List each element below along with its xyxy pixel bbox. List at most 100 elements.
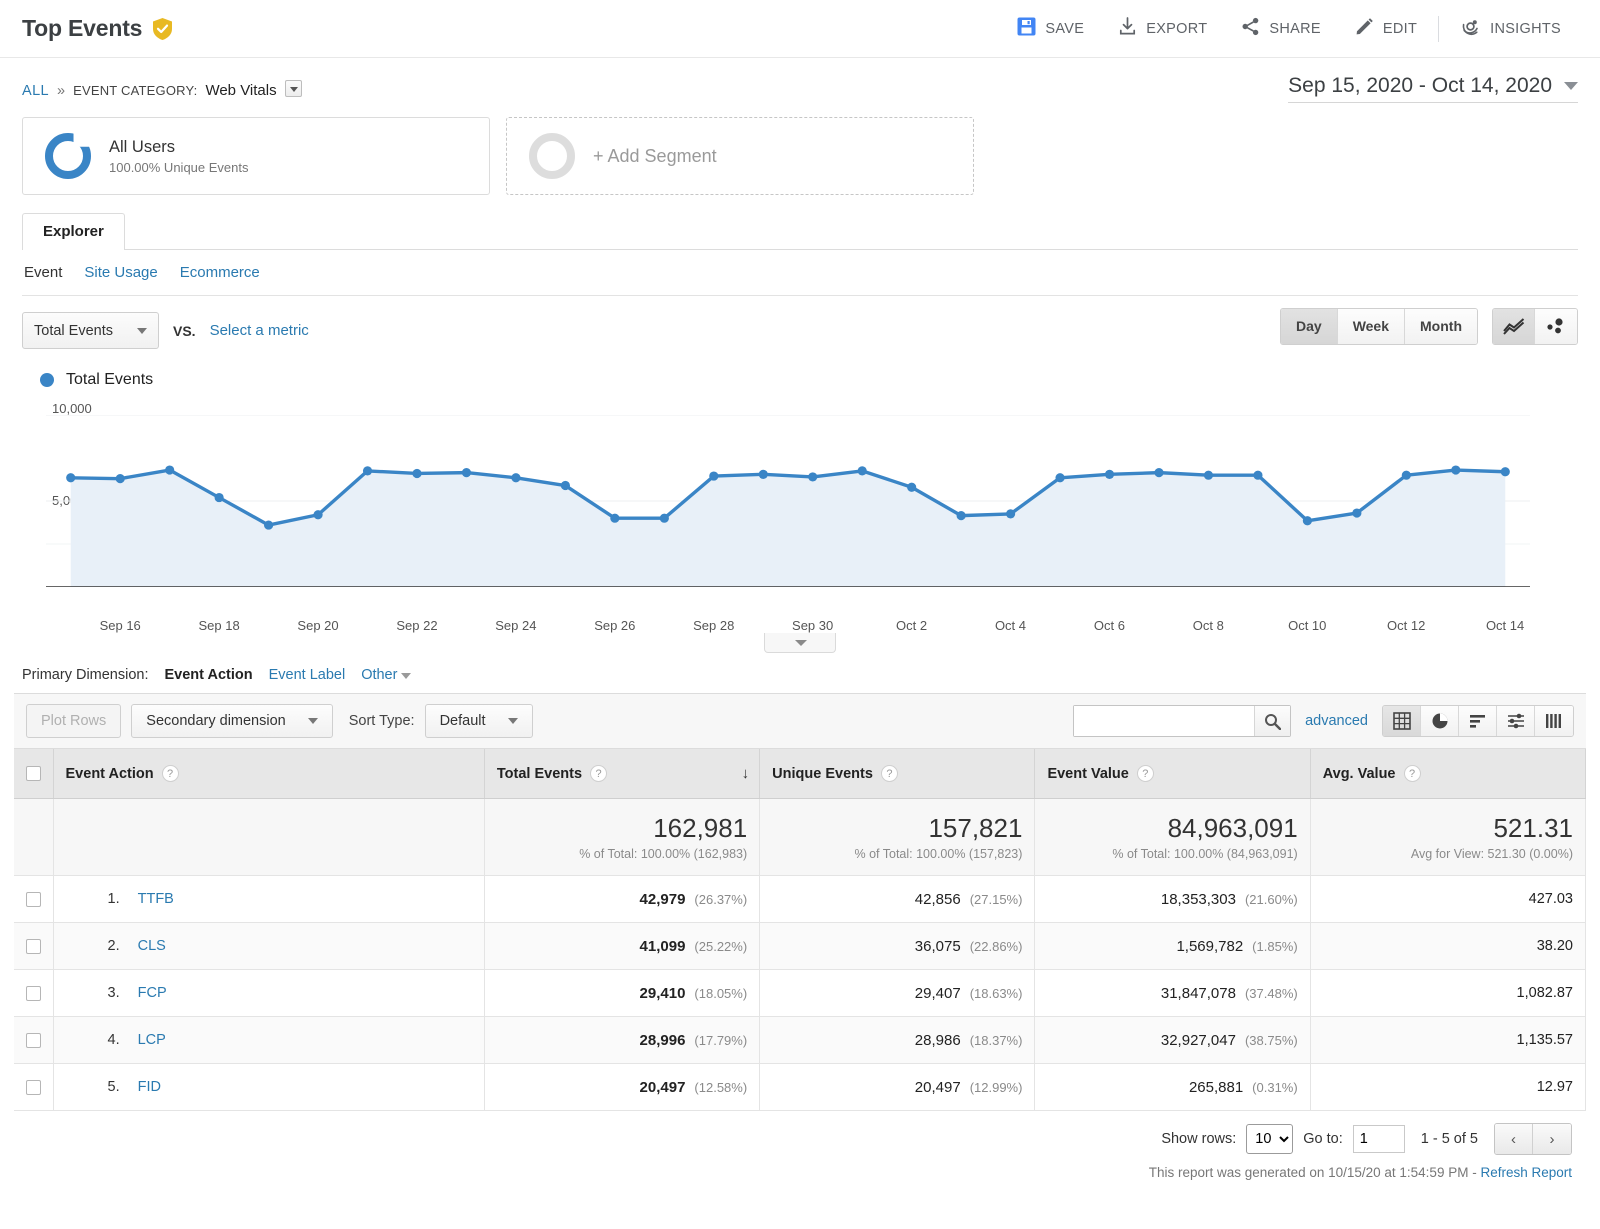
- metric-value: 31,847,078: [1160, 984, 1236, 1002]
- date-range-picker[interactable]: Sep 15, 2020 - Oct 14, 2020: [1288, 74, 1578, 103]
- row-event-action-link[interactable]: TTFB: [137, 891, 174, 907]
- export-button[interactable]: EXPORT: [1101, 9, 1224, 49]
- granularity-day[interactable]: Day: [1281, 309, 1338, 344]
- row-event-action-link[interactable]: FID: [137, 1079, 161, 1095]
- row-checkbox[interactable]: [26, 1032, 41, 1048]
- chart-data-point[interactable]: [115, 474, 125, 484]
- chart-data-point[interactable]: [808, 472, 818, 482]
- line-chart-icon[interactable]: [1493, 309, 1535, 344]
- row-event-action-link[interactable]: LCP: [137, 1032, 166, 1048]
- help-icon[interactable]: ?: [1403, 765, 1421, 782]
- table-toolbar-left: Plot Rows Secondary dimension Sort Type:…: [26, 704, 533, 738]
- comparison-view-icon[interactable]: [1497, 706, 1535, 736]
- tab-event[interactable]: Event: [24, 264, 63, 281]
- row-checkbox-cell: [14, 969, 54, 1017]
- chart-data-point[interactable]: [1006, 509, 1016, 519]
- chart-data-point[interactable]: [1352, 508, 1362, 518]
- chart-data-point[interactable]: [1401, 470, 1411, 480]
- primary-dimension-event-label[interactable]: Event Label: [268, 667, 346, 683]
- prev-page-button[interactable]: ‹: [1495, 1124, 1533, 1154]
- help-icon[interactable]: ?: [880, 765, 898, 782]
- chart-data-point[interactable]: [412, 468, 422, 479]
- column-event-value[interactable]: Event Value?: [1034, 749, 1311, 799]
- column-total-events[interactable]: Total Events? ↓: [484, 749, 761, 799]
- total-events-line-chart[interactable]: [46, 415, 1530, 587]
- help-icon[interactable]: ?: [161, 765, 179, 782]
- chart-data-point[interactable]: [709, 471, 719, 481]
- row-event-action-link[interactable]: FCP: [137, 985, 167, 1001]
- metric-select[interactable]: Total Events: [22, 312, 159, 349]
- column-unique-events[interactable]: Unique Events?: [759, 749, 1036, 799]
- chart-data-point[interactable]: [1203, 470, 1214, 480]
- row-checkbox[interactable]: [26, 985, 41, 1001]
- granularity-week[interactable]: Week: [1337, 309, 1406, 344]
- chart-data-point[interactable]: [362, 466, 373, 476]
- chart-data-point[interactable]: [907, 482, 917, 492]
- breadcrumb-all-link[interactable]: ALL: [22, 83, 49, 99]
- bar-view-icon[interactable]: [1459, 706, 1497, 736]
- edit-button[interactable]: EDIT: [1338, 9, 1434, 49]
- chart-data-point[interactable]: [1500, 467, 1510, 477]
- sort-type-select[interactable]: Default: [424, 704, 533, 738]
- chart-data-point[interactable]: [1253, 470, 1263, 480]
- chart-data-point[interactable]: [66, 473, 76, 483]
- pivot-view-icon[interactable]: [1535, 706, 1573, 736]
- chart-data-point[interactable]: [313, 510, 323, 520]
- granularity-month[interactable]: Month: [1405, 309, 1477, 344]
- chart-data-point[interactable]: [511, 473, 521, 483]
- secondary-dimension-select[interactable]: Secondary dimension: [131, 704, 333, 738]
- primary-dimension-event-action[interactable]: Event Action: [164, 667, 253, 683]
- column-event-action[interactable]: Event Action?: [53, 749, 485, 799]
- next-page-button[interactable]: ›: [1533, 1124, 1571, 1154]
- table-view-icon[interactable]: [1383, 706, 1421, 736]
- select-all-checkbox[interactable]: [26, 766, 41, 781]
- chart-data-point[interactable]: [1154, 468, 1164, 478]
- row-event-action-link[interactable]: CLS: [137, 938, 166, 954]
- chart-data-point[interactable]: [1302, 516, 1312, 526]
- search-icon[interactable]: [1254, 706, 1291, 736]
- refresh-report-link[interactable]: Refresh Report: [1480, 1165, 1572, 1180]
- chart-data-point[interactable]: [1451, 465, 1461, 475]
- chart-data-point[interactable]: [165, 465, 175, 475]
- insights-button[interactable]: INSIGHTS: [1443, 9, 1578, 49]
- row-checkbox[interactable]: [26, 1079, 41, 1095]
- chart-data-point[interactable]: [560, 480, 571, 491]
- tab-site-usage[interactable]: Site Usage: [84, 264, 158, 281]
- chart-data-point[interactable]: [610, 513, 620, 523]
- pie-view-icon[interactable]: [1421, 706, 1459, 736]
- plot-rows-button[interactable]: Plot Rows: [26, 704, 122, 738]
- chart-data-point[interactable]: [1055, 473, 1065, 483]
- chart-data-point[interactable]: [214, 492, 224, 503]
- row-checkbox[interactable]: [26, 891, 41, 907]
- add-segment-button[interactable]: + Add Segment: [506, 117, 974, 195]
- select-a-metric-link[interactable]: Select a metric: [209, 322, 309, 339]
- metric-value: 265,881: [1188, 1078, 1244, 1096]
- advanced-link[interactable]: advanced: [1305, 713, 1368, 729]
- scatter-chart-icon[interactable]: [1535, 309, 1577, 344]
- row-checkbox[interactable]: [26, 938, 41, 954]
- metric-percent: (18.05%): [694, 985, 748, 1001]
- row-avg-value: 38.20: [1310, 922, 1587, 970]
- chart-data-point[interactable]: [264, 520, 274, 530]
- column-avg-value[interactable]: Avg. Value?: [1310, 749, 1587, 799]
- share-button[interactable]: SHARE: [1224, 9, 1337, 49]
- tab-explorer[interactable]: Explorer: [22, 213, 125, 250]
- help-icon[interactable]: ?: [590, 765, 608, 782]
- chart-expander-handle[interactable]: [764, 633, 836, 653]
- help-icon[interactable]: ?: [1136, 765, 1154, 782]
- chart-data-point[interactable]: [1104, 469, 1115, 479]
- chart-data-point[interactable]: [461, 468, 472, 478]
- tab-ecommerce[interactable]: Ecommerce: [179, 264, 260, 281]
- segment-all-users[interactable]: All Users 100.00% Unique Events: [22, 117, 490, 195]
- chart-data-point[interactable]: [758, 469, 768, 479]
- show-rows-select[interactable]: 10: [1246, 1124, 1294, 1154]
- chart-data-point[interactable]: [857, 466, 867, 476]
- primary-dimension-other[interactable]: Other: [361, 667, 412, 683]
- chart-area-fill: [70, 470, 1506, 587]
- save-button[interactable]: SAVE: [1000, 9, 1101, 49]
- goto-input[interactable]: [1352, 1125, 1405, 1153]
- breadcrumb-dropdown-caret-icon[interactable]: [284, 80, 302, 97]
- search-input[interactable]: [1074, 706, 1255, 736]
- chart-data-point[interactable]: [659, 513, 669, 523]
- chart-data-point[interactable]: [956, 511, 966, 521]
